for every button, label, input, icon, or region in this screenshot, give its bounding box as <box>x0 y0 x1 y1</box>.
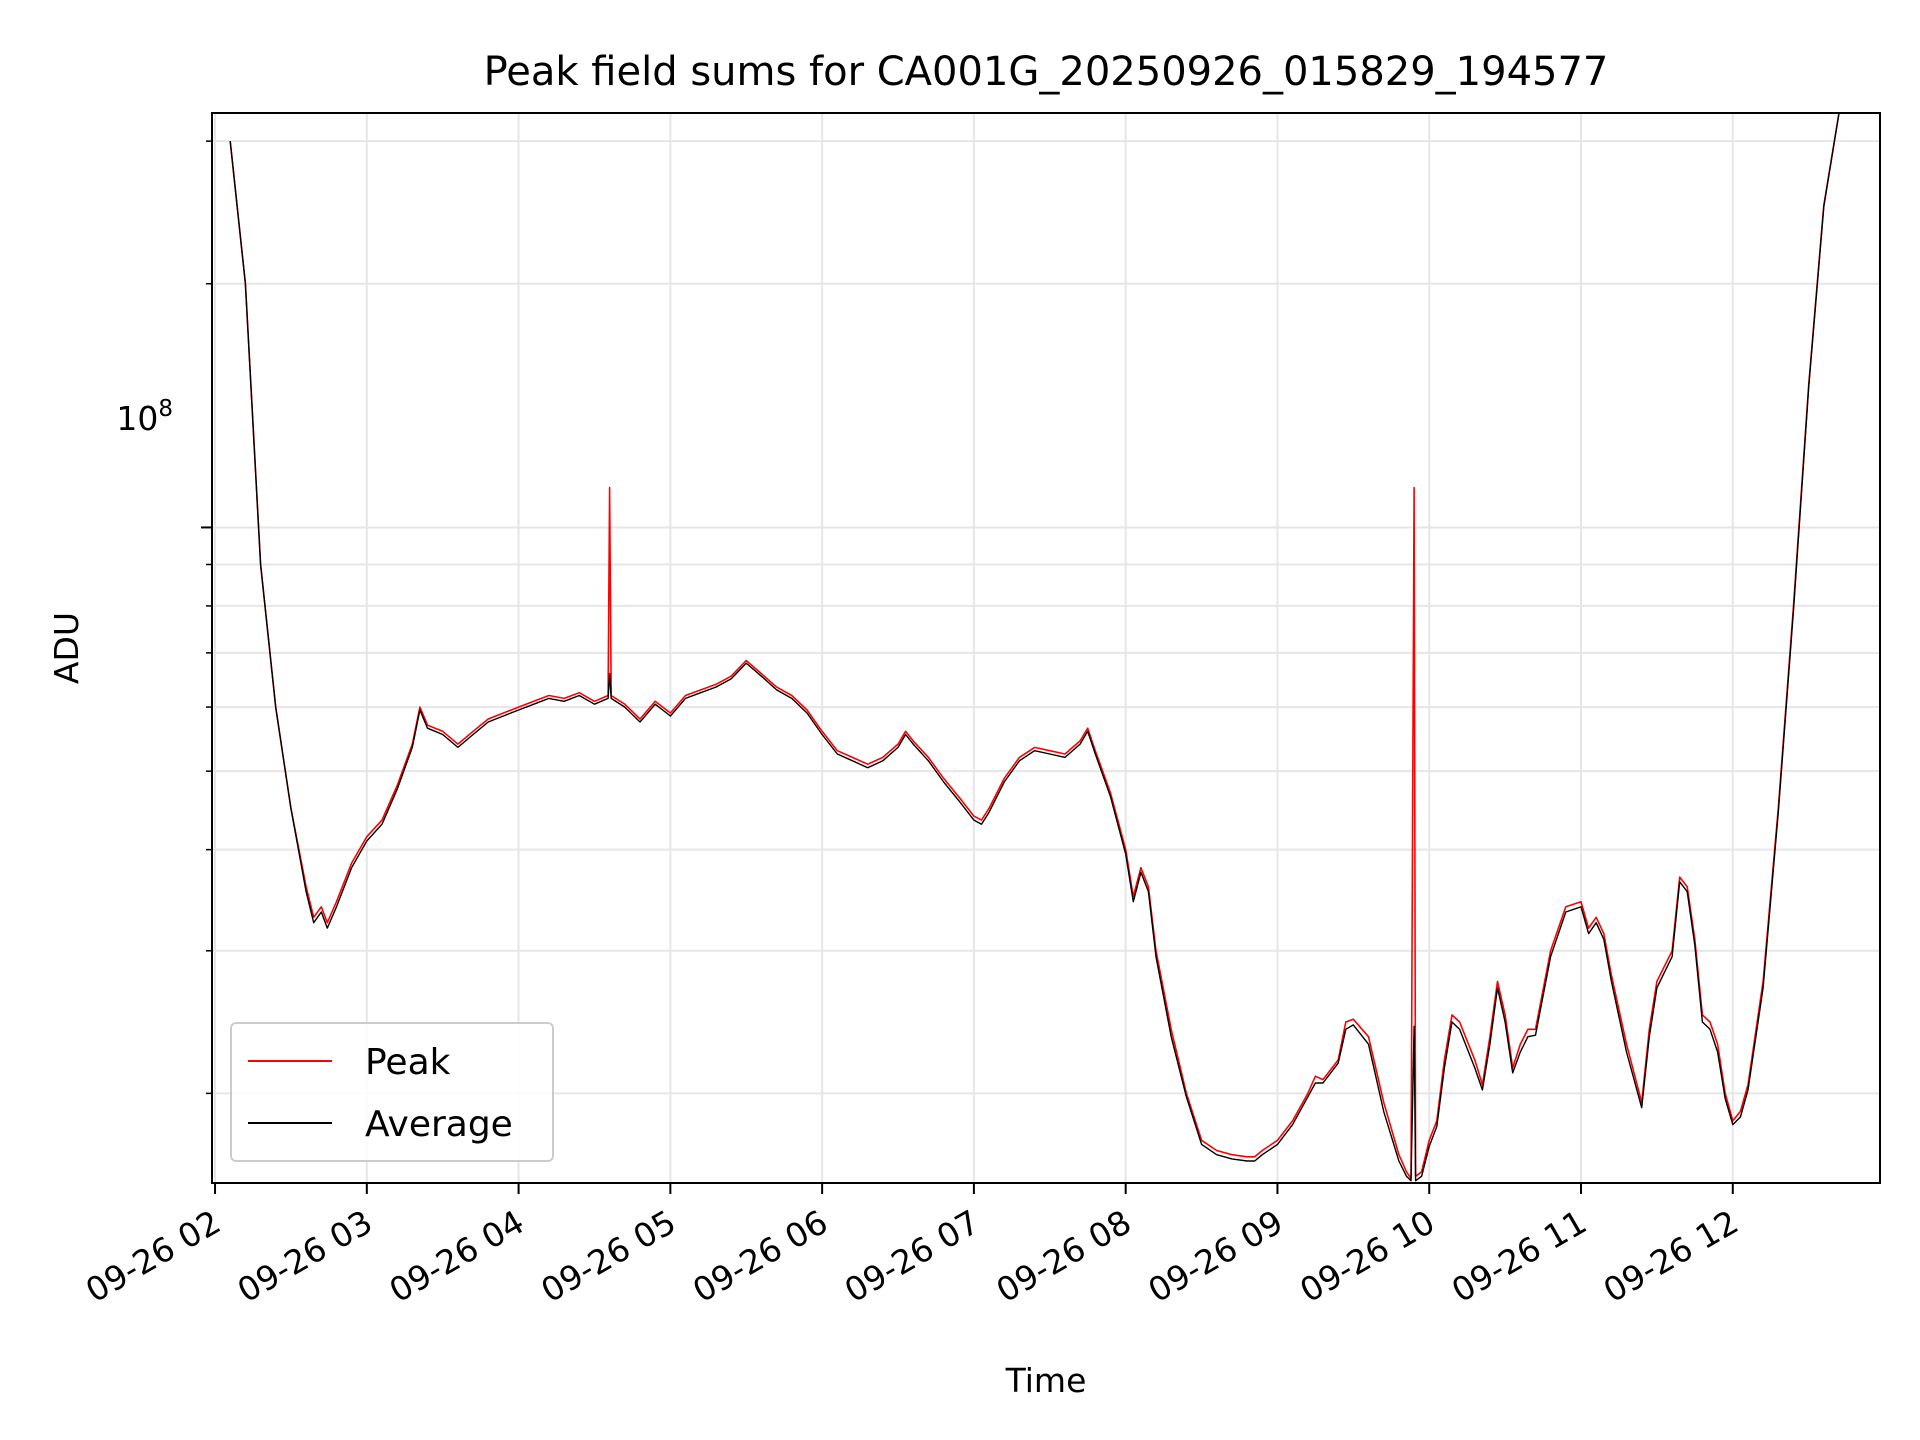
legend-box <box>230 1022 554 1162</box>
chart-title: Peak field sums for CA001G_20250926_0158… <box>484 49 1609 95</box>
series-line-average <box>229 113 1840 1182</box>
y-axis-major-label-exponent: 8 <box>158 396 173 422</box>
series-line-peak <box>229 113 1840 1180</box>
grid <box>212 113 1880 1183</box>
y-axis-major-label: 108 <box>116 396 173 438</box>
legend-peak-label: Peak <box>365 1042 451 1083</box>
series-layer <box>229 113 1840 1182</box>
plot-frame <box>211 112 1881 1184</box>
legend: Peak Average <box>230 1022 554 1162</box>
x-axis-title: Time <box>1005 1361 1087 1400</box>
legend-average-label: Average <box>365 1104 513 1145</box>
y-axis-title: ADU <box>47 612 86 684</box>
y-axis-ticks <box>201 140 212 1095</box>
